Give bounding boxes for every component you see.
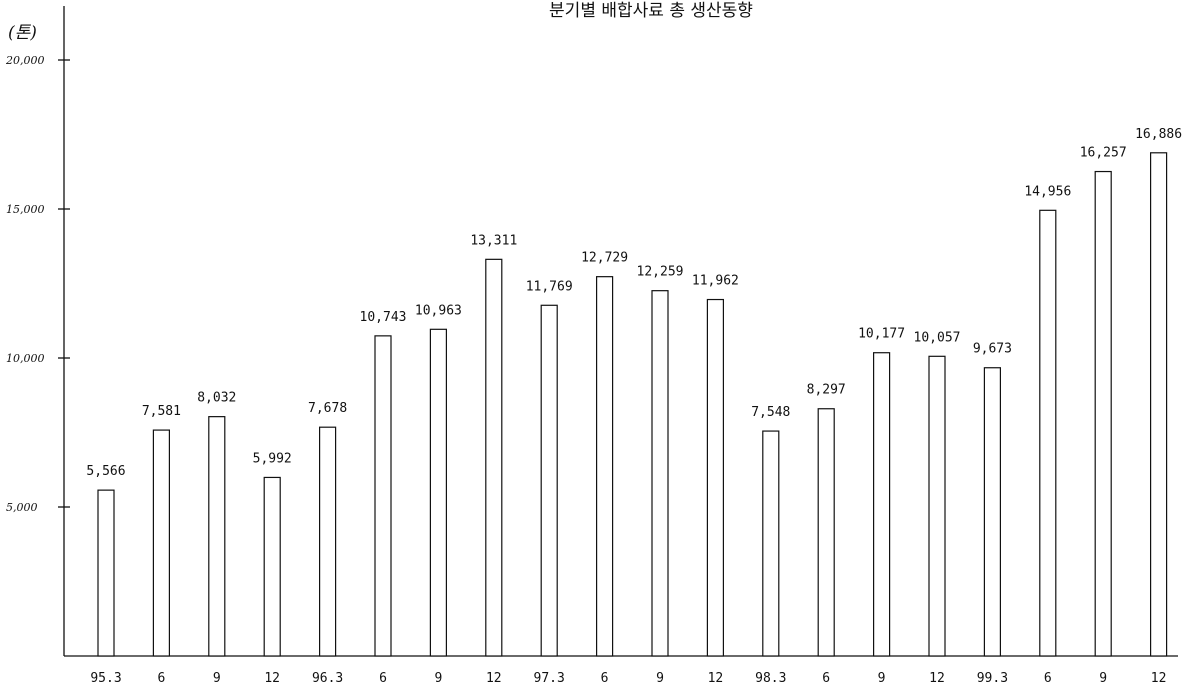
bar-8 [540,304,558,657]
data-label-2: 8,032 [197,391,236,406]
bar-5 [374,335,392,657]
bar-19 [1149,152,1168,657]
data-label-13: 8,297 [807,383,846,398]
y-tick-label-0: 5,000 [6,501,38,514]
data-label-6: 10,963 [415,303,462,318]
data-label-5: 10,743 [360,310,407,325]
data-label-11: 11,962 [692,274,739,289]
bar-9 [595,276,614,657]
x-tick-label-4: 96.3 [312,671,343,686]
bar-13 [817,408,835,657]
x-tick-label-17: 6 [1044,671,1052,686]
data-label-17: 14,956 [1024,184,1071,199]
x-tick-label-10: 9 [656,671,664,686]
chart-title: 분기별 배합사료 총 생산동향 [549,1,753,21]
data-label-16: 9,673 [973,342,1012,357]
bar-17 [1039,209,1057,657]
x-tick-label-1: 6 [157,671,165,686]
data-label-12: 7,548 [751,405,790,420]
data-label-18: 16,257 [1080,146,1127,161]
x-tick-label-14: 9 [878,671,886,686]
bar-0 [97,489,115,657]
bar-16 [983,367,1002,657]
x-tick-label-16: 99.3 [977,671,1008,686]
y-tick-label-1: 10,000 [6,352,45,365]
x-tick-label-2: 9 [213,671,221,686]
bar-10 [651,290,669,657]
data-label-19: 16,886 [1135,127,1182,142]
x-tick-label-5: 6 [379,671,387,686]
x-tick-label-3: 12 [264,671,280,686]
bar-12 [762,430,780,657]
bar-2 [208,416,226,657]
x-tick-label-15: 12 [929,671,945,686]
bar-6 [429,328,447,657]
y-axis-unit-label: (톤) [8,23,37,43]
x-tick-label-18: 9 [1099,671,1107,686]
bar-11 [706,298,725,657]
x-tick-label-19: 12 [1151,671,1167,686]
data-label-8: 11,769 [526,279,573,294]
y-tick-label-3: 20,000 [5,54,45,67]
y-tick-label-2: 15,000 [6,203,45,216]
x-axis-tick-labels: 95.3 6 9 12 96.3 6 9 12 97.3 6 9 12 98.3 6 9 12 99.3 6 9 12 [90,671,1166,686]
data-labels: 5,566 7,581 8,032 5,992 7,678 10,743 10,963 13,… [86,127,1182,479]
bars [97,152,1168,657]
x-tick-label-7: 12 [486,671,502,686]
data-label-14: 10,177 [858,327,905,342]
data-label-9: 12,729 [581,251,628,266]
x-tick-label-8: 97.3 [534,671,565,686]
bar-7 [485,258,503,657]
x-tick-label-6: 9 [434,671,442,686]
data-label-0: 5,566 [86,464,125,479]
bar-14 [872,352,891,657]
data-label-4: 7,678 [308,401,347,416]
data-label-10: 12,259 [637,265,684,280]
x-tick-label-12: 98.3 [755,671,786,686]
x-tick-label-13: 6 [822,671,830,686]
bar-1 [152,429,170,657]
data-label-1: 7,581 [142,404,181,419]
bar-3 [263,476,281,657]
bar-4 [319,426,337,657]
x-tick-label-11: 12 [708,671,724,686]
data-label-3: 5,992 [253,451,292,466]
y-axis-ticks: 5,000 10,000 15,000 20,000 [5,54,70,514]
data-label-15: 10,057 [914,330,961,345]
x-tick-label-0: 95.3 [90,671,121,686]
data-label-7: 13,311 [470,233,517,248]
x-tick-label-9: 6 [601,671,609,686]
bar-15 [928,355,946,657]
bar-18 [1094,170,1112,657]
